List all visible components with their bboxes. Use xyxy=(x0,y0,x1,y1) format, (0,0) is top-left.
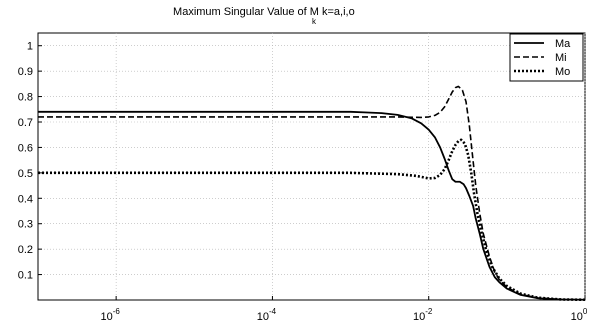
x-tick-exponent: -2 xyxy=(425,307,433,316)
plot-frame xyxy=(37,32,586,301)
legend-label: Mi xyxy=(555,52,567,64)
x-tick-exponent: -4 xyxy=(269,307,277,316)
y-tick-label: 0.5 xyxy=(18,168,33,180)
x-tick-base: 10 xyxy=(100,311,112,323)
legend: Ma Mi Mo xyxy=(509,33,584,82)
x-axis-ticks: 10-6 10-4 10-2 100 xyxy=(100,296,588,323)
chart-title-subscript: k xyxy=(312,17,317,26)
plot-area: 0.10.20.30.40.50.60.70.80.91 10-6 10-4 10-… xyxy=(18,32,588,323)
y-tick-label: 0.8 xyxy=(18,92,33,104)
series-layer xyxy=(38,85,586,302)
y-tick-label: 0.6 xyxy=(18,142,33,154)
x-tick-base: 10 xyxy=(413,311,425,323)
y-tick-label: 1 xyxy=(27,41,33,53)
legend-label: Ma xyxy=(555,38,571,50)
y-tick-label: 0.9 xyxy=(18,66,33,78)
x-tick-label: 10-2 xyxy=(413,307,433,323)
x-tick-base: 10 xyxy=(257,311,269,323)
x-tick-label: 10-6 xyxy=(100,307,120,323)
series-line-ma xyxy=(38,110,586,301)
y-tick-label: 0.7 xyxy=(18,117,33,129)
x-tick-exponent: 0 xyxy=(583,307,588,316)
y-axis-ticks: 0.1 0.2 0.3 0.4 0.5 0.6 0.7 0.8 0.9 1 xyxy=(18,41,42,282)
legend-label: Mo xyxy=(555,66,570,78)
chart-title: Maximum Singular Value of M xyxy=(173,6,319,18)
x-tick-label: 10-4 xyxy=(257,307,277,323)
y-tick-label: 0.1 xyxy=(18,270,33,282)
y-tick-label: 0.2 xyxy=(18,244,33,256)
y-tick-label: 0.4 xyxy=(18,193,33,205)
x-tick-base: 10 xyxy=(571,311,583,323)
legend-box xyxy=(509,33,584,82)
x-tick-label: 100 xyxy=(571,307,588,323)
series-line-mo xyxy=(38,138,586,302)
x-tick-exponent: -6 xyxy=(113,307,121,316)
chart-title-suffix: k=a,i,o xyxy=(322,6,355,18)
grid-lines xyxy=(38,33,586,300)
y-tick-label: 0.3 xyxy=(18,219,33,231)
